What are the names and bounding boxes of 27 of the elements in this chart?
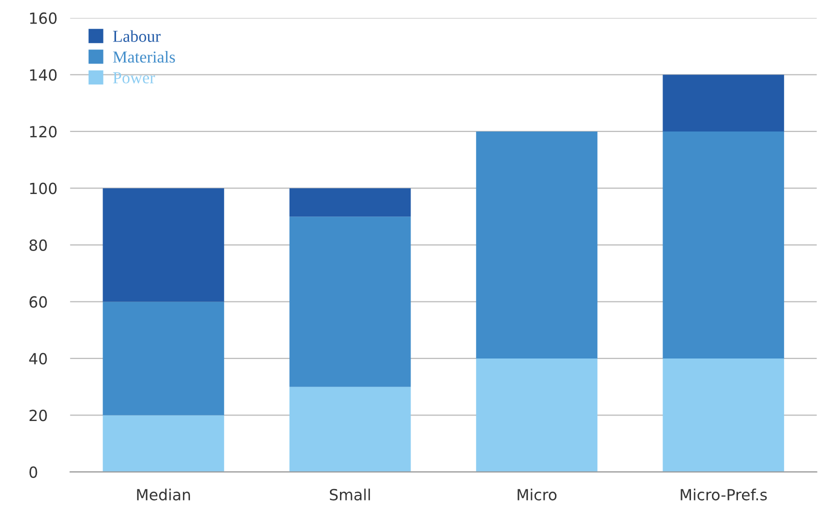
legend-label: Materials [113, 50, 175, 63]
bar [476, 131, 598, 358]
bar [102, 415, 224, 472]
bar [662, 131, 784, 358]
bar [289, 188, 411, 217]
x-tick-label: Small [330, 488, 370, 500]
y-tick-label: 160 [30, 12, 57, 24]
bar [476, 358, 598, 472]
y-tick-label: 80 [29, 239, 47, 251]
bar [102, 188, 224, 302]
bar [662, 358, 784, 472]
bar [102, 302, 224, 416]
y-tick-label: 100 [30, 182, 57, 194]
y-tick-label: 120 [30, 126, 57, 138]
y-tick-label: 40 [29, 352, 47, 364]
bar [662, 74, 784, 132]
x-tick-label: Median [137, 488, 190, 500]
x-tick-label: Micro [518, 488, 556, 500]
bar [289, 386, 411, 472]
y-tick-label: 20 [30, 410, 47, 422]
y-tick-label: 0 [29, 466, 38, 478]
x-tick-label: Micro-Pref.s [680, 488, 767, 500]
y-tick-label: 140 [30, 69, 57, 81]
bar [289, 216, 411, 387]
legend-label: Power [113, 72, 156, 84]
legend-label: Labour [113, 30, 161, 42]
y-tick-label: 60 [30, 296, 47, 308]
